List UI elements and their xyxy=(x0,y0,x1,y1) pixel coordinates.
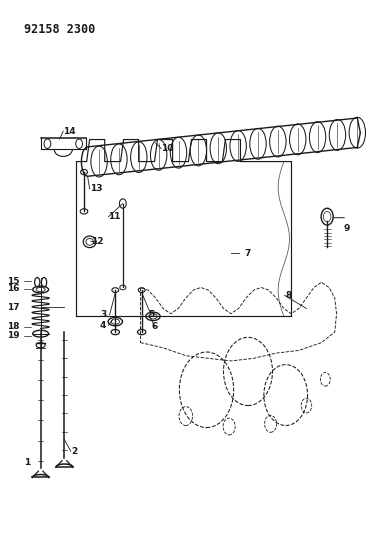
Text: 19: 19 xyxy=(7,331,20,340)
Text: 7: 7 xyxy=(244,249,251,258)
Text: 3: 3 xyxy=(100,310,107,319)
Text: 10: 10 xyxy=(161,144,174,153)
Text: 18: 18 xyxy=(7,322,20,332)
Text: 13: 13 xyxy=(90,184,102,193)
Text: 4: 4 xyxy=(100,321,106,330)
Text: 8: 8 xyxy=(286,291,292,300)
Text: 92158 2300: 92158 2300 xyxy=(24,22,95,36)
Text: 11: 11 xyxy=(108,212,121,221)
Text: 6: 6 xyxy=(152,322,158,332)
Text: 2: 2 xyxy=(71,447,77,456)
Text: 1: 1 xyxy=(24,458,30,467)
Text: 15: 15 xyxy=(7,277,20,286)
Text: 9: 9 xyxy=(344,224,350,233)
Text: 16: 16 xyxy=(7,284,20,293)
Text: 12: 12 xyxy=(91,237,103,246)
Text: 14: 14 xyxy=(63,127,76,135)
Text: 5: 5 xyxy=(148,310,154,319)
Text: 17: 17 xyxy=(7,303,20,312)
